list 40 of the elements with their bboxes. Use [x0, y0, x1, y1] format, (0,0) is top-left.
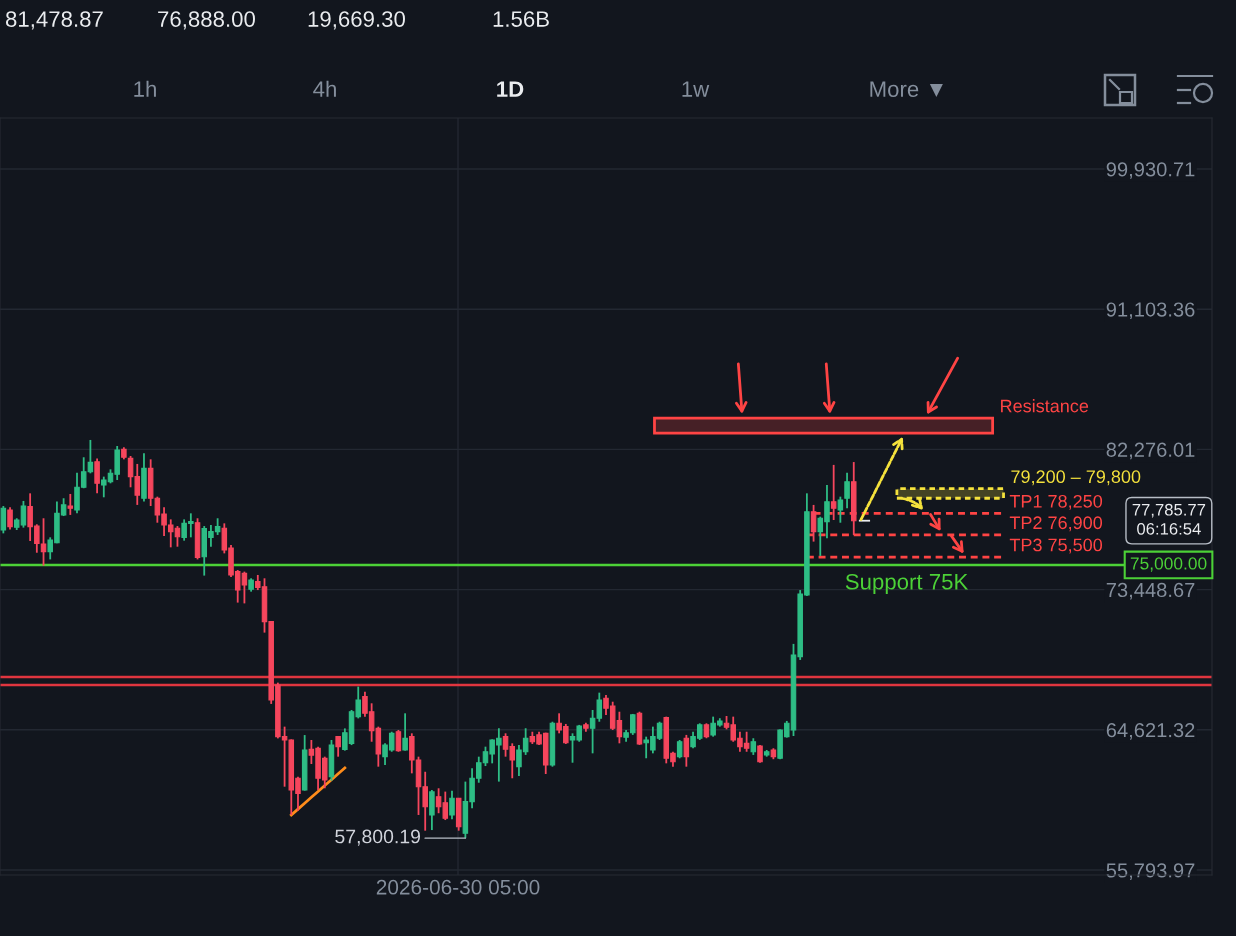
candlestick — [335, 735, 341, 758]
y-tick-label: 73,448.67 — [1106, 582, 1195, 600]
band-label: Resistance — [1001, 399, 1089, 413]
text: 4h — [313, 80, 336, 97]
candlestick — [395, 729, 402, 753]
text: 1h — [134, 80, 156, 97]
text: 2026-06-30 05:00 — [376, 879, 540, 895]
candlestick — [810, 504, 817, 543]
candlestick — [683, 734, 690, 768]
band-label: 79,200 – 79,800 — [1011, 470, 1141, 486]
annotation: 77,785.77 06:16:54 — [1132, 503, 1206, 535]
annotation: Support 75K — [845, 573, 969, 595]
annotation: 57,800.19 — [335, 829, 421, 846]
text: 76,888.00 — [158, 11, 255, 30]
candlestick — [830, 463, 837, 521]
candlestick — [402, 712, 408, 752]
series-label: TP2 76,900 — [1009, 516, 1103, 532]
text: 19,669.30 — [308, 11, 405, 30]
candlestick — [844, 471, 850, 510]
y-tick-label: 91,103.36 — [1106, 302, 1195, 320]
text: 1D — [497, 81, 524, 97]
y-tick-label: 64,621.32 — [1106, 723, 1195, 740]
text: 1w — [682, 81, 710, 97]
candlestick — [676, 739, 683, 760]
text: More ▼ — [870, 81, 943, 98]
candlestick — [67, 493, 74, 516]
y-tick-label: 99,930.71 — [1106, 162, 1195, 179]
candlestick — [449, 789, 455, 821]
candlestick — [429, 789, 435, 831]
text: 81,478.87 — [5, 11, 103, 30]
ref-line-label: 75,000.00 — [1130, 557, 1207, 572]
y-tick-label: 82,276.01 — [1106, 442, 1195, 460]
series-label: TP1 78,250 — [1009, 494, 1103, 510]
candlestick — [837, 495, 844, 524]
series-label: TP3 75,500 — [1009, 538, 1103, 554]
y-tick-label: 55,793.97 — [1106, 863, 1195, 880]
candlestick — [94, 457, 100, 495]
candlestick — [0, 505, 7, 535]
candlestick — [7, 506, 13, 531]
text: 1.56B — [493, 11, 549, 27]
